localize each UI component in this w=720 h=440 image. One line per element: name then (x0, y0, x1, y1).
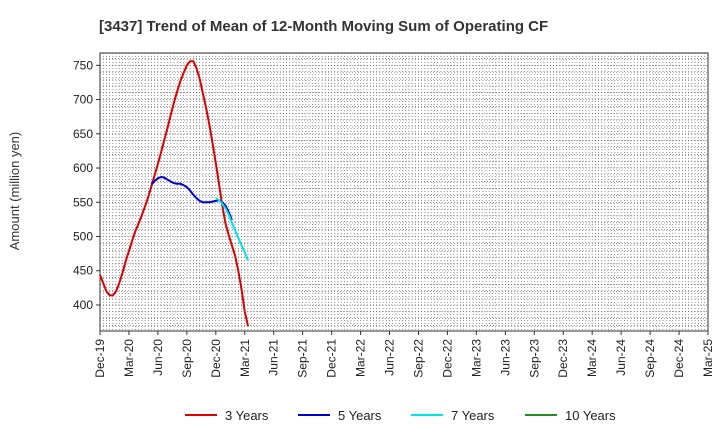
series-line-7-years (215, 197, 249, 261)
y-tick-label: 650 (73, 127, 93, 141)
x-tick-label: Dec-22 (440, 339, 454, 378)
series-line-3-years (99, 60, 249, 327)
y-tick-label: 550 (73, 195, 93, 209)
x-tick-label: Mar-23 (469, 339, 483, 377)
legend: 3 Years 5 Years 7 Years 10 Years (185, 408, 616, 423)
x-tick-label: Sep-22 (411, 339, 425, 378)
legend-label: 5 Years (338, 408, 382, 423)
x-tick-label: Mar-24 (585, 339, 599, 377)
x-tick-label: Sep-20 (180, 339, 194, 378)
y-tick-label: 450 (73, 264, 93, 278)
x-tick-label: Dec-24 (672, 339, 686, 378)
x-tick-label: Jun-22 (383, 339, 397, 376)
y-tick-label: 600 (73, 161, 93, 175)
x-tick-label: Sep-21 (296, 339, 310, 378)
x-tick-label: Sep-23 (527, 339, 541, 378)
x-axis: Dec-19 Mar-20 Jun-20 Sep-20 Dec-20 Mar-21 Jun-… (93, 331, 715, 378)
x-tick-label: Dec-19 (93, 339, 107, 378)
x-tick-label: Jun-21 (267, 339, 281, 376)
legend-label: 7 Years (451, 408, 495, 423)
plot-frame (99, 52, 709, 332)
y-axis-label: Amount (million yen) (7, 132, 22, 251)
series-lines (99, 60, 249, 327)
x-tick-label: Sep-24 (643, 339, 657, 378)
chart-title: [3437] Trend of Mean of 12-Month Moving … (99, 18, 548, 35)
y-tick-label: 700 (73, 93, 93, 107)
y-tick-label: 750 (73, 58, 93, 72)
y-axis: 400 450 500 550 600 650 700 750 (73, 58, 100, 312)
x-tick-label: Mar-21 (238, 339, 252, 377)
x-tick-label: Mar-22 (354, 339, 368, 377)
y-tick-label: 500 (73, 230, 93, 244)
grid-lines (100, 53, 708, 331)
x-tick-label: Mar-20 (122, 339, 136, 377)
x-tick-label: Jun-23 (498, 339, 512, 376)
x-tick-label: Mar-25 (701, 339, 715, 377)
x-tick-label: Jun-20 (151, 339, 165, 376)
x-tick-label: Jun-24 (614, 339, 628, 376)
x-tick-label: Dec-20 (209, 339, 223, 378)
legend-label: 3 Years (225, 408, 269, 423)
legend-label: 10 Years (565, 408, 616, 423)
x-tick-label: Dec-23 (556, 339, 570, 378)
y-tick-label: 400 (73, 298, 93, 312)
x-tick-label: Dec-21 (325, 339, 339, 378)
